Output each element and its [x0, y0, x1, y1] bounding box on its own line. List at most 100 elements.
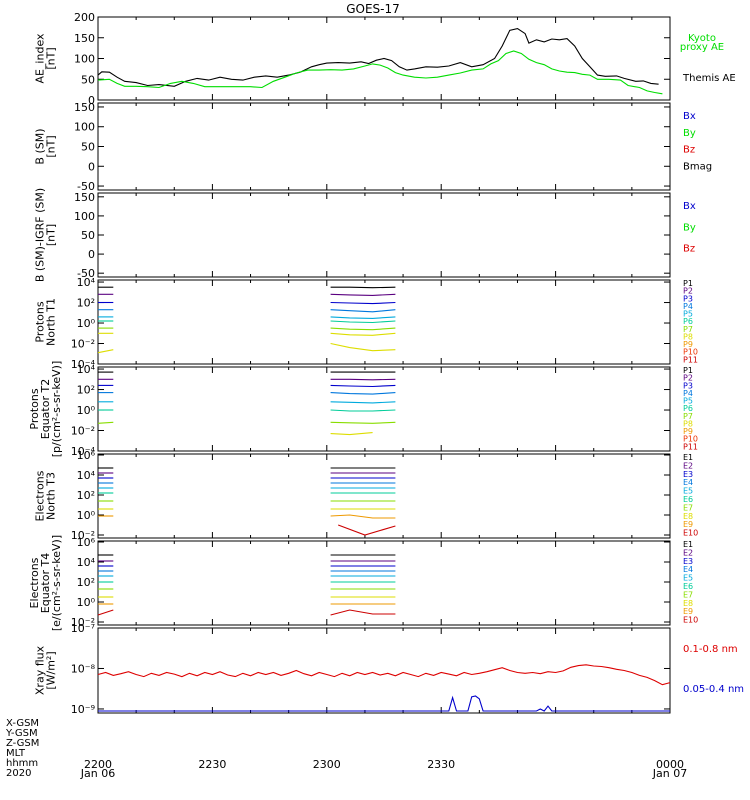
x-row-label: MLT: [6, 748, 26, 759]
series-line-p3: [330, 384, 396, 388]
legend-entry: By: [683, 128, 696, 139]
y-axis-label-ae: [nT]: [45, 47, 58, 69]
y-tick-label-electrons_n: 10²: [77, 489, 95, 502]
y-tick-label-electrons_n: 10⁰: [77, 509, 96, 522]
series-line-p5: [330, 316, 396, 319]
y-axis-label-electrons_n: North T3: [45, 472, 58, 520]
series-line-e9: [330, 514, 396, 519]
series-line-e10: [97, 609, 114, 616]
legend-entry: P5: [683, 397, 693, 406]
y-tick-label-bsm: 100: [74, 121, 95, 134]
panel-bigrf: -50 0 50 100 150 B (SM)-IGRF (SM)[nT] Bx By Bz: [34, 188, 696, 282]
legend-entry: P9: [683, 340, 693, 349]
panel-frame-protons_e: [97, 366, 671, 452]
panel-bsm: -50 0 50 100 150 B (SM)[nT] Bx By Bz Bmag: [34, 101, 713, 193]
x-axis: 2200 2230 2300 2330 0000 Jan 06 Jan 07 X-GSMY-G…: [5, 718, 687, 780]
legend-entry: proxy AE: [680, 42, 724, 53]
y-tick-label-xray: 10⁻⁸: [71, 662, 96, 675]
legend-entry: E10: [683, 529, 698, 538]
y-axis-label-xray: Xray flux: [34, 645, 47, 695]
series-line-p7: [97, 421, 114, 424]
series-line-p8: [330, 332, 396, 336]
legend-entry: E7: [683, 503, 693, 512]
legend-entry: P11: [683, 355, 698, 364]
y-tick-label-ae: 200: [74, 11, 95, 24]
x-tick-label: 2300: [313, 758, 341, 771]
y-axis-label-protons_n: Protons: [34, 301, 47, 342]
legend-entry: Bx: [683, 111, 696, 122]
legend-entry: P8: [683, 419, 693, 428]
x-row-label: Y-GSM: [5, 728, 38, 739]
y-tick-label-protons_e: 10⁴: [77, 363, 96, 376]
legend-entry: P8: [683, 332, 693, 341]
y-axis-label-protons_e: Equator T2: [39, 379, 52, 439]
y-tick-label-electrons_e: 10⁶: [77, 536, 96, 549]
y-tick-label-bsm: -50: [77, 180, 95, 193]
legend-entry: P9: [683, 427, 693, 436]
y-axis-label-protons_e: [p/(cm²-s-sr-keV)]: [50, 361, 63, 458]
y-tick-label-protons_e: 10⁰: [77, 404, 96, 417]
legend-entry: Bmag: [683, 161, 712, 172]
x-date-label: Jan 06: [80, 767, 115, 780]
legend-entry: Themis AE: [682, 73, 736, 84]
legend-entry: By: [683, 222, 696, 233]
x-row-label: X-GSM: [6, 718, 39, 729]
legend-entry: E9: [683, 520, 693, 529]
legend-entry: E3: [683, 470, 693, 479]
y-axis-label-bsm: B (SM): [34, 128, 47, 164]
legend-entry: 0.05-0.4 nm: [683, 684, 744, 695]
x-tick-label: 0000: [656, 758, 684, 771]
y-tick-label-protons_e: 10⁻⁴: [71, 445, 96, 458]
legend-entry: E2: [683, 548, 693, 557]
y-tick-label-bsm: 0: [88, 160, 95, 173]
legend-entry: E5: [683, 487, 693, 496]
y-tick-label-bigrf: -50: [77, 267, 95, 280]
y-axis-label-ae: AE_index: [34, 33, 47, 84]
y-tick-label-protons_n: 10⁰: [77, 317, 96, 330]
series-line-p9: [330, 342, 396, 352]
y-axis-label-bigrf: B (SM)-IGRF (SM): [34, 188, 47, 282]
series-line-p7: [330, 327, 396, 331]
legend-entry: Bx: [683, 201, 696, 212]
y-tick-label-electrons_e: 10⁴: [77, 556, 96, 569]
series-line-e10: [330, 609, 396, 616]
y-tick-label-xray: 10⁻⁹: [71, 703, 95, 716]
y-tick-label-bigrf: 50: [81, 229, 95, 242]
y-tick-label-bsm: 50: [81, 141, 95, 154]
legend-entry: 0.1-0.8 nm: [683, 644, 738, 655]
y-tick-label-protons_e: 10⁻²: [71, 425, 95, 438]
y-axis-label-protons_n: North T1: [45, 298, 58, 346]
legend-entry: P3: [683, 381, 693, 390]
legend-entry: E7: [683, 590, 693, 599]
panel-frame-bigrf: [97, 192, 671, 278]
y-tick-label-electrons_n: 10⁻²: [71, 529, 95, 542]
x-tick-label: 2230: [198, 758, 226, 771]
x-row-label: Z-GSM: [6, 738, 39, 749]
series-line-p4: [330, 392, 396, 395]
legend-entry: E4: [683, 478, 693, 487]
y-tick-label-protons_n: 10⁻²: [71, 338, 95, 351]
legend-entry: P2: [683, 374, 693, 383]
y-tick-label-protons_n: 10⁻⁴: [71, 358, 96, 371]
legend-entry: P2: [683, 287, 693, 296]
series-line-p7: [330, 421, 396, 424]
legend-entry: P11: [683, 442, 698, 451]
y-axis-label-electrons_n: Electrons: [34, 470, 47, 521]
legend-entry: P1: [683, 279, 693, 288]
y-tick-label-electrons_e: 10⁰: [77, 596, 96, 609]
series-line-p3: [330, 301, 396, 305]
series-line-0-05-0-4-nm: [98, 695, 670, 712]
y-tick-label-ae: 0: [88, 94, 95, 107]
plot-title: GOES-17: [346, 2, 400, 16]
legend-entry: P6: [683, 317, 693, 326]
y-axis-label-bsm: [nT]: [45, 135, 58, 157]
legend-entry: E6: [683, 495, 693, 504]
legend-entry: E1: [683, 453, 693, 462]
y-tick-label-electrons_e: 10²: [77, 576, 95, 589]
legend-entry: P1: [683, 366, 693, 375]
legend-entry: E10: [683, 616, 698, 625]
